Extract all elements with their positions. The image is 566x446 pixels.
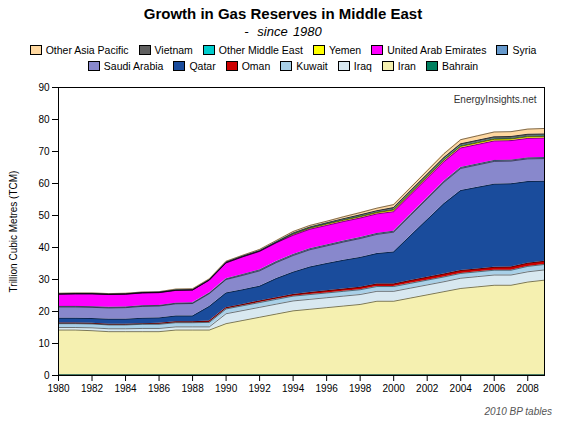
html-text:Yemen: Yemen — [328, 44, 362, 56]
svg-text:1988: 1988 — [181, 383, 204, 394]
html-text:Iran: Iran — [397, 60, 416, 72]
svg-text:1990: 1990 — [215, 383, 238, 394]
svg-text:50: 50 — [38, 210, 50, 221]
svg-text:1986: 1986 — [148, 383, 171, 394]
svg-text:40: 40 — [38, 242, 50, 253]
svg-text:2008: 2008 — [517, 383, 540, 394]
html-text:Other Middle East: Other Middle East — [218, 44, 303, 56]
svg-text:60: 60 — [38, 178, 50, 189]
html-text:United Arab Emirates: United Arab Emirates — [387, 44, 487, 56]
svg-text:1982: 1982 — [81, 383, 104, 394]
svg-text:0: 0 — [44, 370, 50, 381]
svg-text:Trillion Cubic Metres (TCM): Trillion Cubic Metres (TCM) — [8, 171, 19, 293]
html-text:Oman: Oman — [241, 60, 271, 72]
html-text:- since 1980: - since 1980 — [244, 24, 322, 39]
svg-text:30: 30 — [38, 274, 50, 285]
svg-text:1992: 1992 — [248, 383, 271, 394]
html-text:Saudi Arabia: Saudi Arabia — [103, 60, 164, 72]
svg-text:90: 90 — [38, 82, 50, 93]
svg-text:80: 80 — [38, 114, 50, 125]
svg-text:1984: 1984 — [114, 383, 137, 394]
html-text:Syria: Syria — [512, 44, 537, 56]
html-text:Kuwait: Kuwait — [296, 60, 328, 72]
html-text:Bahrain: Bahrain — [442, 60, 479, 72]
svg-text:2000: 2000 — [383, 383, 406, 394]
svg-text:1998: 1998 — [349, 383, 372, 394]
svg-text:2006: 2006 — [483, 383, 506, 394]
svg-text:20: 20 — [38, 306, 50, 317]
svg-text:1980: 1980 — [47, 383, 70, 394]
html-text:Other Asia Pacific: Other Asia Pacific — [45, 44, 129, 56]
svg-text:2002: 2002 — [416, 383, 439, 394]
svg-text:1994: 1994 — [282, 383, 305, 394]
html-text:Qatar: Qatar — [189, 60, 216, 72]
html-text:Vietnam: Vietnam — [154, 44, 193, 56]
svg-text:10: 10 — [38, 338, 50, 349]
html-text:Growth in Gas Reserves in Midd: Growth in Gas Reserves in Middle East — [143, 5, 423, 22]
svg-text:2004: 2004 — [450, 383, 473, 394]
svg-text:70: 70 — [38, 146, 50, 157]
html-text:Iraq: Iraq — [353, 60, 372, 72]
svg-text:EnergyInsights.net: EnergyInsights.net — [454, 94, 537, 105]
html-text:2010 BP tables: 2010 BP tables — [484, 406, 552, 417]
svg-text:1996: 1996 — [316, 383, 339, 394]
